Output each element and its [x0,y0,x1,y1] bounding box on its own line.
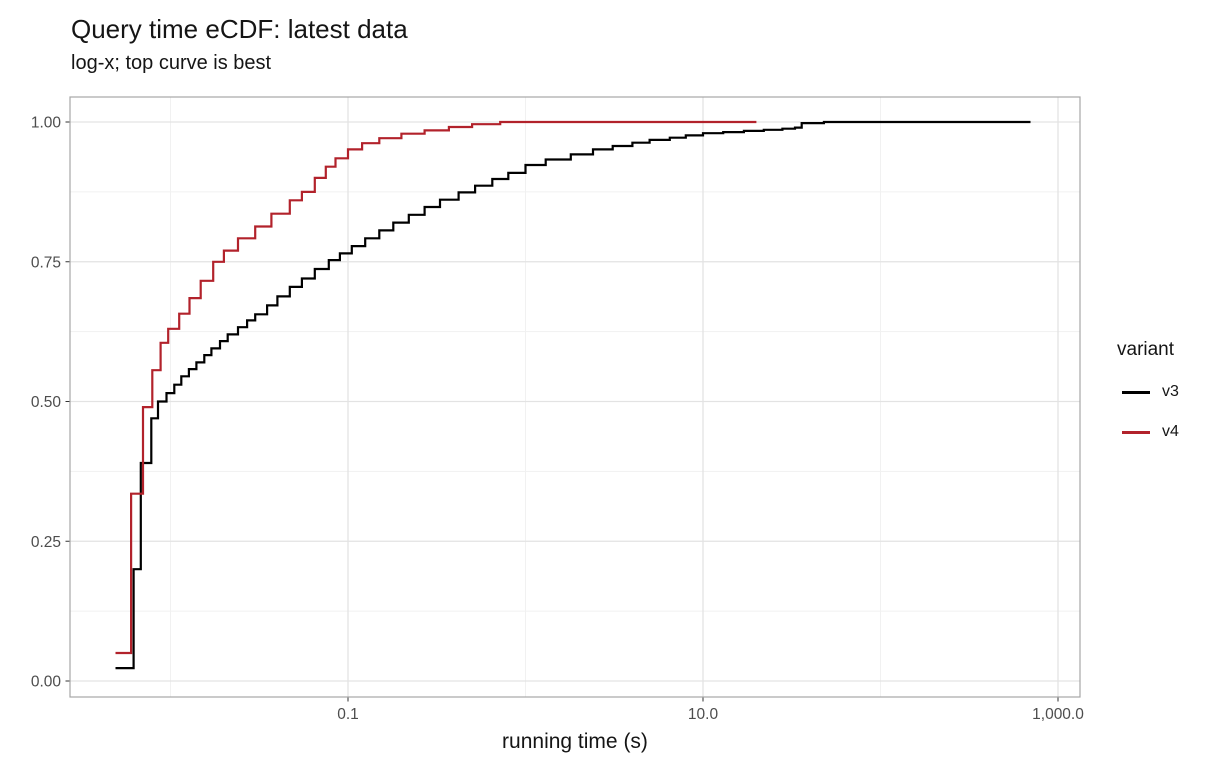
ecdf-curve-v3 [115,120,1031,670]
x-tick-label: 10.0 [688,706,719,723]
panel-background [70,97,1080,697]
y-tick-label: 1.00 [31,115,62,132]
legend-label-v3: v3 [1162,383,1179,400]
legend-item-v3: v3 [1117,379,1212,405]
legend-key-line-v4 [1122,430,1150,434]
x-tick-label: 0.1 [337,706,359,723]
legend: variant v3 v4 [1117,339,1212,445]
chart-title: Query time eCDF: latest data [71,14,408,44]
y-tick-label: 0.50 [31,394,62,411]
y-tick-label: 0.00 [31,674,62,691]
chart-subtitle: log-x; top curve is best [71,52,272,74]
x-axis-title: running time (s) [502,730,648,753]
ecdf-curve-v4 [115,120,757,655]
panel-border [69,96,1081,698]
y-tick-label: 0.25 [31,534,61,551]
x-tick-label: 1,000.0 [1032,706,1084,723]
legend-item-v4: v4 [1117,419,1212,445]
legend-label-v4: v4 [1162,423,1179,440]
legend-title: variant [1117,339,1175,360]
y-tick-label: 0.75 [31,254,61,271]
legend-key-line-v3 [1122,390,1150,394]
